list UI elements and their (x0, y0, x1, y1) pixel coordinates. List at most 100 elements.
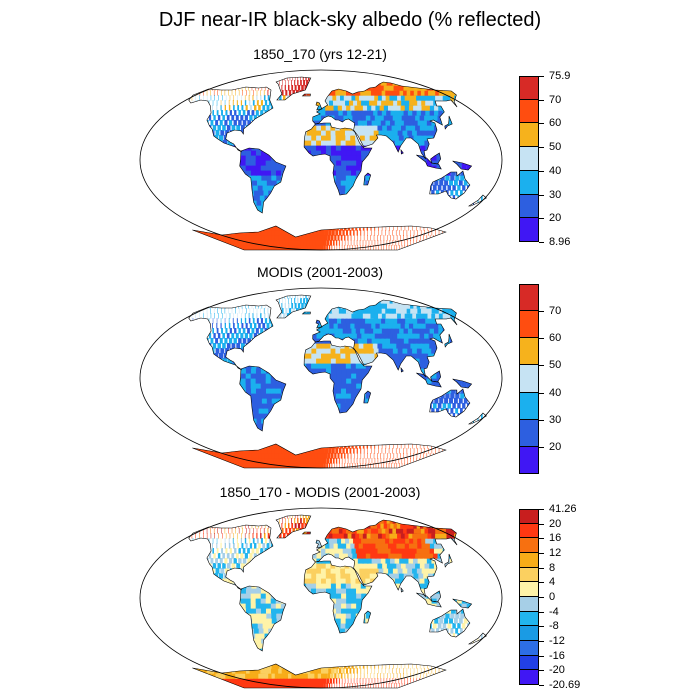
colorbar-label: 60 (549, 332, 562, 345)
coastline-borneo (430, 590, 442, 603)
colorbar-segment (519, 194, 539, 219)
panel-title-model: 1850_170 (yrs 12-21) (253, 46, 387, 62)
colorbar-label: -20 (549, 664, 565, 677)
colorbar-label: 4 (549, 576, 556, 589)
coastline-japan (444, 333, 453, 348)
colorbar-label: 50 (549, 141, 562, 154)
coastline-iceland (301, 531, 311, 535)
colorbar-segment (519, 218, 539, 242)
coastline-new-zealand (467, 632, 487, 645)
coastline-north-america (188, 304, 274, 371)
colorbar-label: -12 (549, 635, 565, 647)
coastline-south-america (239, 147, 287, 214)
colorbar-segment (519, 641, 539, 656)
colorbar-tick (539, 567, 544, 569)
colorbar-tick (539, 419, 544, 421)
coastline-greenland (275, 294, 312, 319)
colorbar-obs: 70 60 50 40 30 20 (519, 284, 561, 474)
coastline-south-america (239, 585, 287, 652)
colorbar-segment (519, 147, 539, 171)
colorbar-label: 41.26 (549, 503, 577, 515)
coastline-new-guinea (452, 160, 473, 171)
colorbar-tick (539, 685, 544, 686)
coastline-europe-asia (312, 81, 458, 160)
map-boundary (139, 287, 503, 469)
colorbar-tick (539, 311, 544, 313)
colorbar-tick (539, 626, 544, 628)
coastline-uk (315, 539, 323, 549)
colorbar-tick (539, 242, 544, 243)
colorbar-segment (519, 611, 539, 627)
coastline-australia (429, 388, 471, 418)
colorbar-segment (519, 365, 539, 393)
world-map-model (139, 69, 503, 251)
colorbar-tick (539, 611, 544, 613)
coastline-antarctica (192, 663, 447, 689)
world-map-obs (139, 287, 503, 469)
coastline-sri-lanka (400, 587, 404, 593)
colorbar-tick (539, 509, 544, 510)
colorbar-tick (539, 170, 544, 172)
colorbar-tick (539, 641, 544, 642)
coastline-indonesia (416, 372, 442, 388)
colorbar-tick (539, 655, 544, 657)
colorbar-segment (519, 582, 539, 597)
colorbar-segment (519, 567, 539, 583)
coastline-indonesia (416, 154, 442, 170)
colorbar-tick (539, 670, 544, 672)
colorbar-segment (519, 170, 539, 195)
colorbar-segment (519, 538, 539, 553)
colorbar-label: 8 (549, 561, 556, 574)
colorbar-tick (539, 446, 544, 448)
coastline-south-america (239, 365, 287, 432)
colorbar-model: 75.9 70 60 50 40 30 20 8.96 (519, 70, 570, 248)
colorbar-segment (519, 523, 539, 539)
colorbar-tick (539, 147, 544, 149)
colorbar-segment (519, 597, 539, 612)
colorbar-tick (539, 392, 544, 394)
coastline-japan (444, 115, 453, 130)
colorbar-segment (519, 553, 539, 568)
colorbar-label: 20 (549, 440, 562, 453)
coastline-europe-asia (312, 519, 458, 598)
colorbar-label: 70 (549, 93, 562, 106)
colorbar-tick (539, 218, 544, 220)
colorbar-label: 60 (549, 117, 562, 130)
coastline-indonesia (416, 592, 442, 608)
colorbar-segment (519, 670, 539, 685)
colorbar-segment (519, 509, 539, 524)
coastline-madagascar (363, 610, 372, 624)
colorbar-label: -20.69 (549, 679, 581, 691)
colorbar-label: 50 (549, 359, 562, 372)
coastline-africa (303, 340, 373, 414)
map-boundary (139, 507, 503, 689)
colorbar-segment (519, 76, 539, 100)
coastline-borneo (430, 370, 442, 383)
colorbar-label: 20 (549, 517, 562, 530)
coastline-japan (444, 553, 453, 568)
coastline-madagascar (363, 390, 372, 404)
colorbar-segment (519, 626, 539, 641)
colorbar-segment (519, 99, 539, 124)
coastline-sri-lanka (400, 149, 404, 155)
colorbar-label: 20 (549, 212, 562, 225)
coastline-north-america (188, 86, 274, 153)
colorbar-label: 40 (549, 386, 562, 399)
coastline-uk (315, 101, 323, 111)
colorbar-label: 30 (549, 188, 562, 201)
colorbar-segment (519, 446, 539, 474)
colorbar-diff: 41.26 20 16 12 8 4 0 -4 -8 -12 -16 -20 -20.69 (519, 503, 580, 691)
colorbar-tick (539, 365, 544, 367)
coastline-australia (429, 170, 471, 200)
coastline-iceland (301, 311, 311, 315)
colorbar-label: 70 (549, 305, 562, 318)
colorbar-segment (519, 338, 539, 366)
coastline-australia (429, 608, 471, 638)
colorbar-label: 16 (549, 532, 562, 545)
colorbar-tick (539, 523, 544, 525)
colorbar-label: 30 (549, 413, 562, 426)
colorbar-tick (539, 538, 544, 540)
coastline-new-zealand (467, 194, 487, 207)
colorbar-segment (519, 392, 539, 420)
colorbar-segment (519, 284, 539, 312)
